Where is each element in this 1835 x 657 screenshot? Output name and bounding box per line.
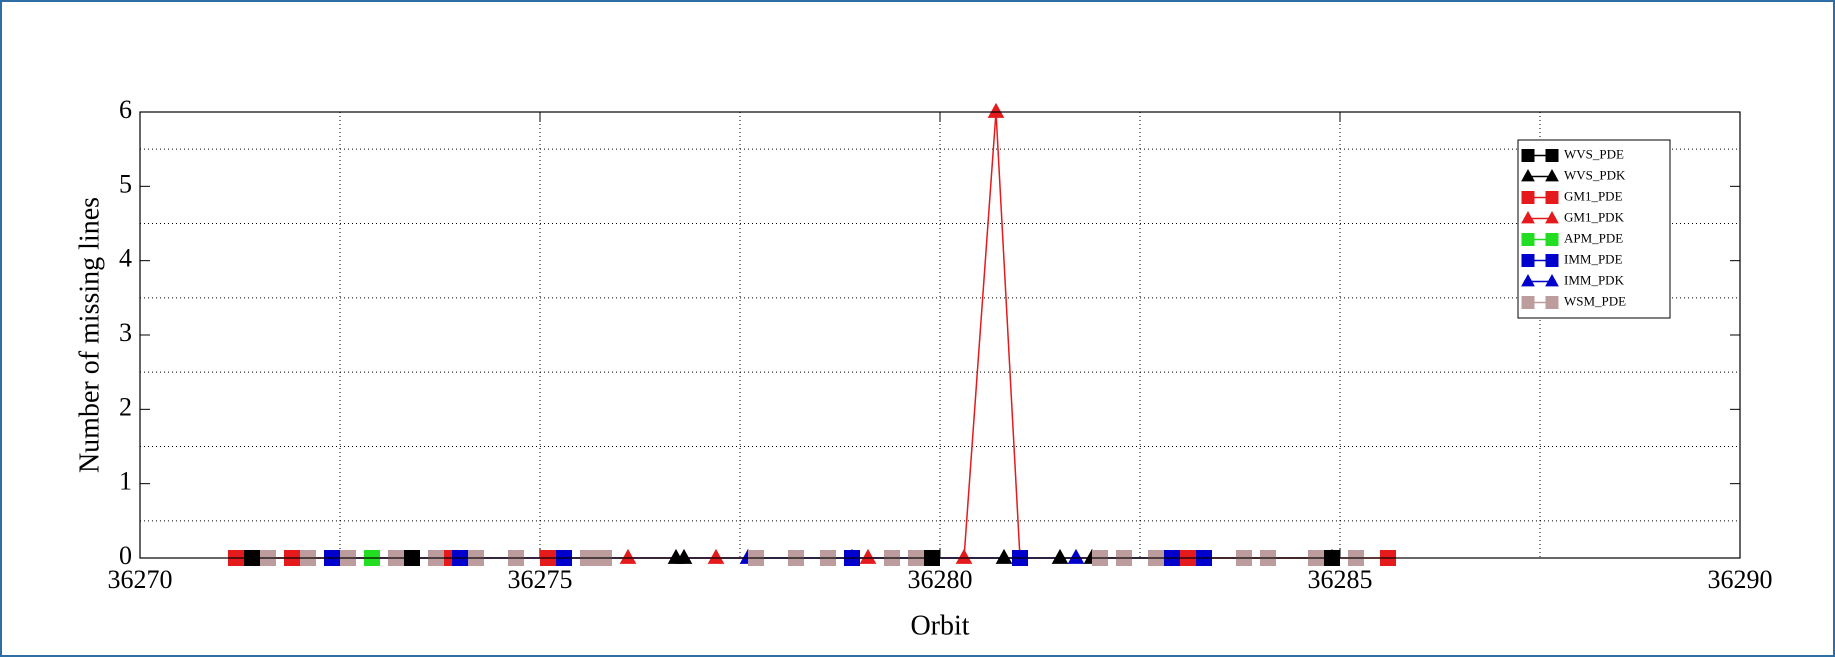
legend-label: WVS_PDK [1564, 167, 1626, 182]
data-point [987, 102, 1005, 118]
legend-label: WVS_PDE [1564, 146, 1624, 161]
legend-marker [1521, 254, 1535, 267]
y-tick-label: 5 [119, 169, 132, 198]
x-tick-label: 36285 [1308, 565, 1373, 594]
x-tick-label: 36270 [108, 565, 173, 594]
legend-label: WSM_PDE [1564, 293, 1626, 308]
legend-marker [1545, 296, 1559, 309]
legend-marker [1545, 191, 1559, 204]
data-point [859, 548, 877, 564]
data-point [1067, 548, 1085, 564]
legend-marker [1521, 273, 1535, 287]
data-point [675, 548, 693, 564]
y-tick-label: 4 [119, 244, 132, 273]
plot-area [140, 112, 1740, 558]
y-tick-label: 0 [119, 541, 132, 570]
data-point [619, 548, 637, 564]
data-point [1323, 548, 1341, 564]
legend-marker [1545, 168, 1559, 182]
legend-marker [1545, 210, 1559, 224]
y-axis-label: Number of missing lines [74, 197, 105, 473]
legend-marker [1521, 210, 1535, 224]
y-tick-label: 6 [119, 95, 132, 124]
legend-marker [1521, 191, 1535, 204]
x-tick-label: 36280 [908, 565, 973, 594]
data-point [995, 548, 1013, 564]
legend-marker [1521, 296, 1535, 309]
x-tick-label: 36275 [508, 565, 573, 594]
data-point [955, 548, 973, 564]
legend-label: IMM_PDE [1564, 251, 1623, 266]
legend-label: IMM_PDK [1564, 272, 1625, 287]
legend-label: GM1_PDE [1564, 188, 1623, 203]
legend-label: APM_PDE [1564, 230, 1623, 245]
y-tick-label: 2 [119, 392, 132, 421]
y-tick-label: 1 [119, 467, 132, 496]
x-tick-label: 36290 [1708, 565, 1773, 594]
legend-marker [1521, 168, 1535, 182]
y-tick-label: 3 [119, 318, 132, 347]
legend-marker [1521, 149, 1535, 162]
data-point [1051, 548, 1069, 564]
legend-marker [1545, 273, 1559, 287]
legend-marker [1545, 233, 1559, 246]
legend-marker [1545, 149, 1559, 162]
legend-marker [1545, 254, 1559, 267]
data-point [707, 548, 725, 564]
axes-box [139, 111, 1741, 559]
legend-label: GM1_PDK [1564, 209, 1625, 224]
legend-marker [1521, 233, 1535, 246]
legend-box [1517, 139, 1671, 319]
x-axis-label: Orbit [910, 610, 969, 641]
